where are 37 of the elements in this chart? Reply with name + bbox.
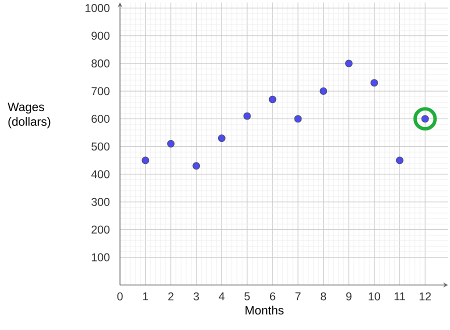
point: [243, 112, 251, 120]
y-tick-label: 1000: [86, 4, 110, 12]
point: [142, 156, 150, 164]
y-tick-label: 800: [92, 59, 110, 68]
point: [218, 134, 226, 142]
point: [320, 87, 328, 95]
x-tick-label: 6: [270, 292, 276, 300]
x-tick-label: 11: [394, 292, 406, 300]
point: [396, 156, 404, 164]
x-tick-label: 3: [194, 292, 199, 300]
y-tick-label: 400: [91, 170, 110, 178]
x-tick-label: 10: [368, 292, 380, 300]
point: [167, 140, 175, 148]
point: [413, 107, 437, 131]
x-axis-title: Months: [246, 306, 284, 315]
y-tick-label: 300: [91, 198, 110, 206]
x-tick-label: 9: [346, 292, 352, 300]
x-tick-label: 7: [295, 292, 301, 300]
y-tick-label: 100: [92, 253, 110, 262]
x-tick-label: 2: [168, 292, 174, 300]
y-tick-label: 200: [92, 226, 110, 234]
y-tick-label: 500: [92, 142, 110, 151]
x-tick-label: 8: [320, 292, 326, 300]
point: [268, 96, 276, 104]
y-tick-label: 700: [92, 87, 110, 96]
y-tick-label: 600: [92, 114, 110, 123]
y-axis-title: Wages (dollars): [8, 102, 50, 128]
x-tick-label: 1: [143, 292, 148, 300]
x-tick-label: 4: [218, 292, 225, 300]
point: [345, 60, 353, 68]
point: [294, 115, 302, 123]
point: [370, 79, 378, 87]
point: [192, 162, 200, 170]
x-tick-label: 12: [420, 292, 431, 300]
y-tick-label: 900: [92, 32, 110, 40]
x-tick-label: 0: [117, 292, 123, 300]
x-tick-label: 5: [244, 292, 250, 300]
